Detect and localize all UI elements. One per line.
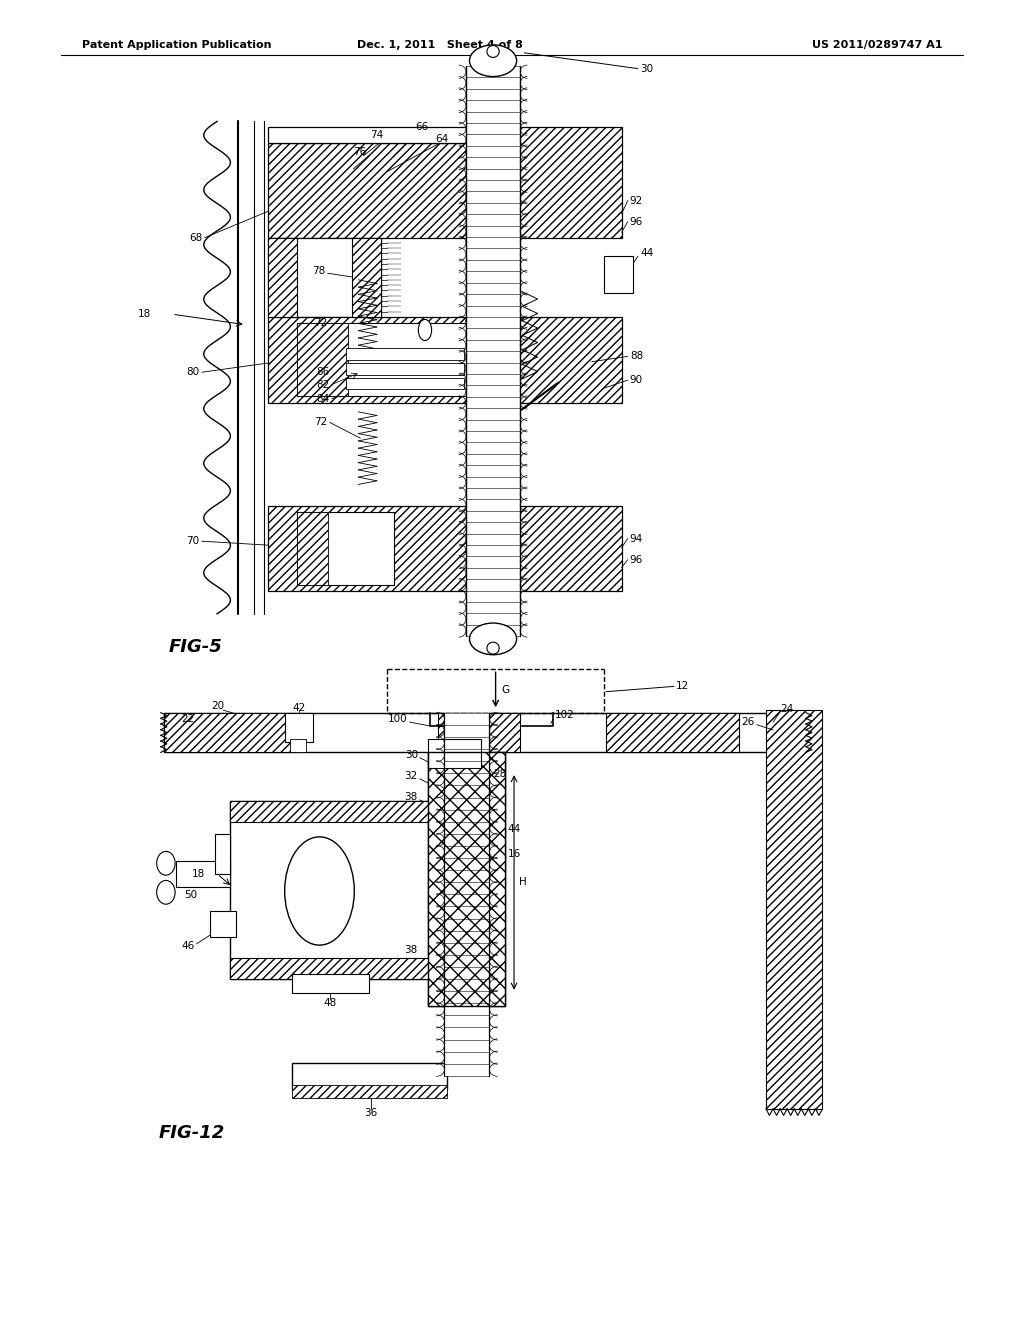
Bar — [606, 713, 739, 752]
Text: 38: 38 — [404, 792, 418, 803]
Bar — [268, 238, 297, 317]
Bar — [428, 752, 505, 1006]
Bar — [268, 238, 381, 317]
Text: 80: 80 — [186, 367, 200, 378]
Text: 90: 90 — [630, 375, 643, 385]
Text: 12: 12 — [676, 681, 689, 692]
Text: 92: 92 — [630, 195, 643, 206]
Bar — [230, 801, 430, 979]
Bar — [428, 752, 505, 1006]
Bar — [519, 127, 622, 238]
Ellipse shape — [469, 45, 517, 77]
Text: 96: 96 — [630, 554, 643, 565]
Bar — [346, 363, 464, 375]
Bar — [519, 506, 622, 591]
Text: US 2011/0289747 A1: US 2011/0289747 A1 — [812, 40, 942, 50]
Text: 100: 100 — [388, 714, 408, 725]
Text: 96: 96 — [630, 216, 643, 227]
Bar — [230, 801, 430, 822]
Text: 50: 50 — [184, 890, 198, 900]
Text: 16: 16 — [508, 849, 521, 859]
Bar — [268, 506, 519, 591]
Bar — [292, 1085, 447, 1098]
Bar — [297, 323, 348, 396]
Text: 26: 26 — [741, 717, 755, 727]
Bar — [164, 713, 295, 752]
Text: FIG-5: FIG-5 — [169, 638, 222, 656]
Text: 64: 64 — [436, 133, 449, 144]
Bar — [438, 713, 520, 752]
Text: Patent Application Publication: Patent Application Publication — [82, 40, 271, 50]
Ellipse shape — [487, 642, 500, 655]
Bar — [268, 143, 519, 238]
Bar — [352, 238, 381, 317]
Text: 84: 84 — [316, 393, 330, 404]
Text: 32: 32 — [404, 771, 418, 781]
Text: 102: 102 — [555, 710, 574, 721]
Text: 18: 18 — [138, 309, 152, 319]
Text: G: G — [502, 685, 510, 696]
Text: 24: 24 — [780, 704, 794, 714]
Text: 88: 88 — [630, 351, 643, 362]
Ellipse shape — [418, 319, 432, 341]
Text: 44: 44 — [640, 248, 653, 259]
Text: 78: 78 — [312, 265, 326, 276]
Text: 44: 44 — [508, 824, 521, 834]
Text: 70: 70 — [186, 536, 200, 546]
Text: 30: 30 — [404, 750, 418, 760]
Bar — [444, 713, 489, 1076]
Text: 82: 82 — [316, 380, 330, 391]
Text: FIG-12: FIG-12 — [159, 1123, 225, 1142]
Bar — [297, 512, 394, 585]
Text: 38: 38 — [404, 945, 418, 956]
Text: 74: 74 — [370, 129, 383, 140]
Text: Dec. 1, 2011   Sheet 4 of 8: Dec. 1, 2011 Sheet 4 of 8 — [357, 40, 523, 50]
Text: 72: 72 — [314, 318, 328, 329]
Text: 20: 20 — [212, 701, 224, 711]
Text: 18: 18 — [191, 869, 205, 879]
Text: H: H — [519, 876, 527, 887]
Bar — [346, 348, 464, 360]
Ellipse shape — [157, 851, 175, 875]
Bar — [215, 834, 230, 874]
Bar — [230, 958, 430, 979]
Text: 72: 72 — [314, 417, 328, 428]
Text: 76: 76 — [353, 147, 367, 157]
Bar — [285, 713, 313, 742]
Bar — [428, 739, 481, 768]
Ellipse shape — [469, 623, 517, 655]
Ellipse shape — [157, 880, 175, 904]
Text: 48: 48 — [324, 998, 336, 1008]
Text: 30: 30 — [640, 63, 653, 74]
Ellipse shape — [285, 837, 354, 945]
Text: 22: 22 — [181, 714, 194, 725]
Bar — [290, 739, 306, 752]
Bar — [268, 317, 519, 403]
Bar — [292, 1063, 447, 1089]
Text: 94: 94 — [630, 533, 643, 544]
Bar — [519, 317, 622, 403]
Ellipse shape — [487, 45, 500, 58]
Text: 36: 36 — [365, 1107, 377, 1118]
Bar — [268, 127, 519, 143]
Text: 66: 66 — [416, 121, 428, 132]
Bar — [466, 66, 520, 636]
Bar — [428, 752, 505, 1006]
Text: 86: 86 — [316, 367, 330, 378]
Text: 42: 42 — [293, 702, 305, 713]
Bar — [176, 861, 230, 887]
Bar — [297, 512, 328, 585]
Text: 28: 28 — [494, 768, 507, 779]
Bar — [292, 974, 369, 993]
Bar — [346, 378, 464, 389]
Bar — [766, 710, 822, 1109]
Bar — [210, 911, 236, 937]
Bar — [297, 323, 466, 396]
Text: 68: 68 — [189, 232, 203, 243]
Text: 46: 46 — [181, 941, 195, 952]
Bar — [164, 713, 809, 752]
Bar — [604, 256, 633, 293]
